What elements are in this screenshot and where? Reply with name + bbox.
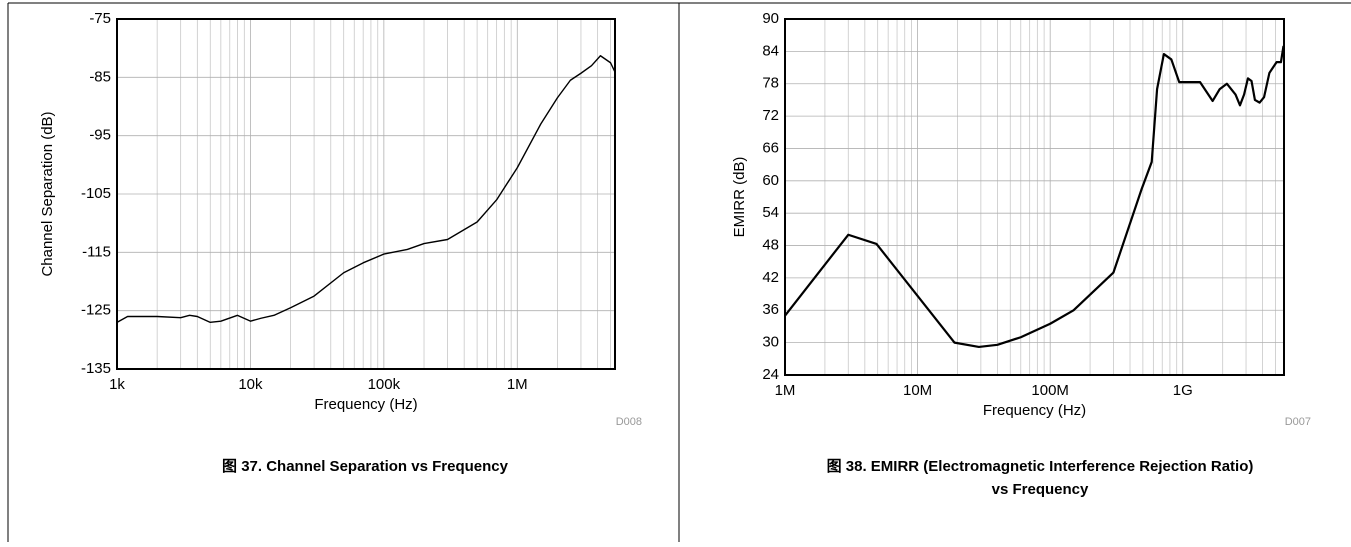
x-axis-label: Frequency (Hz) (983, 402, 1086, 419)
plot-frame (784, 18, 1285, 376)
x-tick-label: 1M (507, 376, 528, 393)
y-tick-label: 54 (762, 204, 779, 221)
data-line (784, 45, 1285, 349)
plot-frame (116, 18, 616, 370)
y-tick-label: 30 (762, 334, 779, 351)
y-tick-label: 84 (762, 42, 779, 59)
figure-id: D007 (1285, 416, 1311, 428)
y-tick-label: 90 (762, 10, 779, 27)
y-tick-label: 24 (762, 366, 779, 383)
figure-id: D008 (616, 416, 642, 428)
data-line (116, 55, 616, 324)
x-tick-label: 1M (775, 382, 796, 399)
figure-caption: 图 37. Channel Separation vs Frequency (222, 458, 509, 475)
figure-caption: vs Frequency (992, 481, 1089, 498)
y-tick-label: -85 (89, 68, 111, 85)
y-tick-label: 78 (762, 75, 779, 92)
y-tick-label: 48 (762, 237, 779, 254)
figure-caption: 图 38. EMIRR (Electromagnetic Interferenc… (827, 458, 1254, 475)
x-tick-label: 1G (1173, 382, 1193, 399)
y-tick-label: 66 (762, 139, 779, 156)
y-tick-label: 60 (762, 172, 779, 189)
y-axis-label: Channel Separation (dB) (39, 111, 56, 276)
x-tick-label: 10k (238, 376, 263, 393)
y-tick-label: 42 (762, 269, 779, 286)
y-tick-label: -75 (89, 10, 111, 27)
x-axis-label: Frequency (Hz) (314, 396, 417, 413)
y-tick-label: 72 (762, 107, 779, 124)
y-tick-label: 36 (762, 301, 779, 318)
y-tick-label: -105 (81, 185, 111, 202)
y-tick-label: -95 (89, 127, 111, 144)
x-tick-label: 100k (368, 376, 401, 393)
x-tick-label: 1k (109, 376, 125, 393)
y-tick-label: -135 (81, 360, 111, 377)
x-tick-label: 10M (903, 382, 932, 399)
x-tick-label: 100M (1031, 382, 1069, 399)
y-axis-label: EMIRR (dB) (731, 157, 748, 238)
y-tick-label: -125 (81, 302, 111, 319)
y-tick-label: -115 (82, 243, 111, 260)
